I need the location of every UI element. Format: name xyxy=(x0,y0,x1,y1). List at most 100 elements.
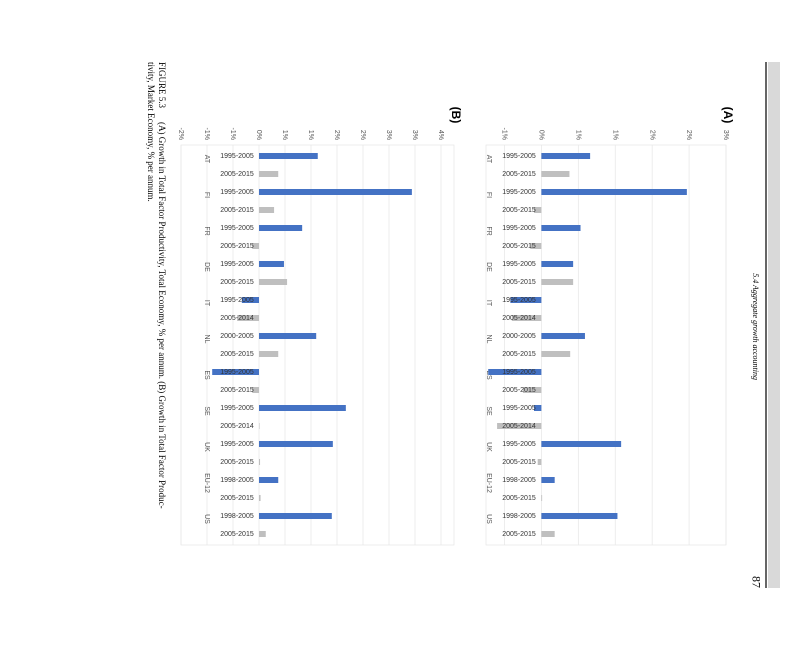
x-group-label: UK xyxy=(485,442,492,452)
caption-label: FIGURE 5.3 xyxy=(157,62,167,109)
bar xyxy=(541,261,574,267)
x-tick-label: 2005-2015 xyxy=(220,459,254,466)
y-tick-label: 3% xyxy=(411,130,418,140)
x-group-label: FI xyxy=(203,192,210,198)
x-group-label: EU-12 xyxy=(485,473,492,493)
bar xyxy=(541,351,571,357)
bar xyxy=(510,297,542,303)
x-tick-label: 2005-2015 xyxy=(502,459,536,466)
x-tick-label: 2005-2015 xyxy=(220,279,254,286)
y-tick-label: 3% xyxy=(385,130,392,140)
x-tick-label: 2005-2015 xyxy=(502,279,536,286)
bar xyxy=(511,315,542,321)
bar xyxy=(530,243,542,249)
caption-text: tivity, Market Economy, % per annum. xyxy=(146,62,156,202)
plot-frame xyxy=(180,144,455,546)
chart-title: (A) xyxy=(721,107,735,124)
running-header: 5.4 Aggregate growth accounting xyxy=(751,273,760,380)
x-tick-label: 1995-2005 xyxy=(502,153,536,160)
x-group-label: UK xyxy=(203,442,210,452)
bar xyxy=(541,153,591,159)
x-group-label: SE xyxy=(203,406,210,416)
caption-text: (A) Growth in Total Factor Productivity,… xyxy=(157,122,167,509)
x-tick-label: 2005-2015 xyxy=(220,171,254,178)
x-tick-label: 1995-2005 xyxy=(502,225,536,232)
x-tick-label: 1998-2005 xyxy=(220,513,254,520)
x-tick-label: 2005-2014 xyxy=(220,315,254,322)
y-tick-label: 1% xyxy=(281,130,288,140)
bar xyxy=(258,171,279,177)
bar xyxy=(258,477,279,483)
bar xyxy=(259,333,317,339)
bar xyxy=(541,225,581,231)
y-tick-label: 2% xyxy=(359,130,366,140)
y-tick-label: 2% xyxy=(685,130,692,140)
x-group-label: FR xyxy=(203,226,210,235)
x-tick-label: 2005-2015 xyxy=(220,531,254,538)
bar xyxy=(258,459,261,465)
y-tick-label: 1% xyxy=(574,130,581,140)
x-tick-label: 2000-2005 xyxy=(502,333,536,340)
y-tick-label: -1% xyxy=(203,128,210,140)
bar xyxy=(541,279,574,285)
x-tick-label: 1995-2005 xyxy=(220,405,254,412)
x-tick-label: 2005-2015 xyxy=(502,243,536,250)
bar xyxy=(259,279,288,285)
x-tick-label: 1995-2005 xyxy=(502,405,536,412)
bar xyxy=(212,369,259,375)
x-tick-label: 1995-2005 xyxy=(220,225,254,232)
x-tick-label: 2005-2015 xyxy=(220,207,254,214)
bar xyxy=(541,171,570,177)
y-tick-label: 0% xyxy=(538,130,545,140)
x-tick-label: 1995-2005 xyxy=(220,153,254,160)
bar xyxy=(541,477,555,483)
bar xyxy=(237,315,259,321)
bar xyxy=(533,405,542,411)
x-tick-label: 2005-2015 xyxy=(220,495,254,502)
x-tick-label: 2005-2015 xyxy=(502,495,536,502)
bar xyxy=(259,441,333,447)
x-group-label: SE xyxy=(485,406,492,416)
x-tick-label: 1998-2005 xyxy=(502,477,536,484)
x-tick-label: 2005-2015 xyxy=(502,171,536,178)
x-tick-label: 2005-2014 xyxy=(502,315,536,322)
x-tick-label: 1998-2005 xyxy=(502,513,536,520)
x-tick-label: 1995-2005 xyxy=(220,441,254,448)
x-tick-label: 2005-2015 xyxy=(502,387,536,394)
x-group-label: ES xyxy=(203,370,210,380)
x-tick-label: 2005-2015 xyxy=(220,243,254,250)
x-group-label: ES xyxy=(485,370,492,380)
bar xyxy=(259,207,275,213)
x-tick-label: 1995-2005 xyxy=(220,369,254,376)
y-tick-label: 2% xyxy=(648,130,655,140)
bar xyxy=(541,333,585,339)
bar xyxy=(259,189,412,195)
bar xyxy=(541,441,622,447)
x-group-label: AT xyxy=(203,155,210,164)
bar xyxy=(533,207,542,213)
x-tick-label: 2005-2015 xyxy=(220,351,254,358)
x-group-label: IT xyxy=(203,300,210,307)
bar xyxy=(258,495,261,501)
bar xyxy=(258,513,332,519)
chart-title: (B) xyxy=(449,107,463,124)
y-tick-label: -2% xyxy=(177,128,184,140)
x-tick-label: 2005-2015 xyxy=(502,351,536,358)
x-tick-label: 1995-2005 xyxy=(220,189,254,196)
y-tick-label: 3% xyxy=(722,130,729,140)
rotated-page: 5.4 Aggregate growth accounting 87 FIGUR… xyxy=(146,62,780,588)
x-tick-label: 1995-2005 xyxy=(502,261,536,268)
y-tick-label: -1% xyxy=(501,128,508,140)
x-group-label: AT xyxy=(485,155,492,164)
x-group-label: DE xyxy=(485,262,492,272)
x-group-label: US xyxy=(203,514,210,524)
x-group-label: FI xyxy=(485,192,492,198)
bar xyxy=(541,531,555,537)
x-tick-label: 2005-2014 xyxy=(502,423,536,430)
x-tick-label: 2005-2015 xyxy=(220,387,254,394)
bar xyxy=(259,423,260,429)
plot-frame xyxy=(485,144,727,546)
header-band xyxy=(768,62,780,588)
x-group-label: EU-12 xyxy=(203,473,210,493)
